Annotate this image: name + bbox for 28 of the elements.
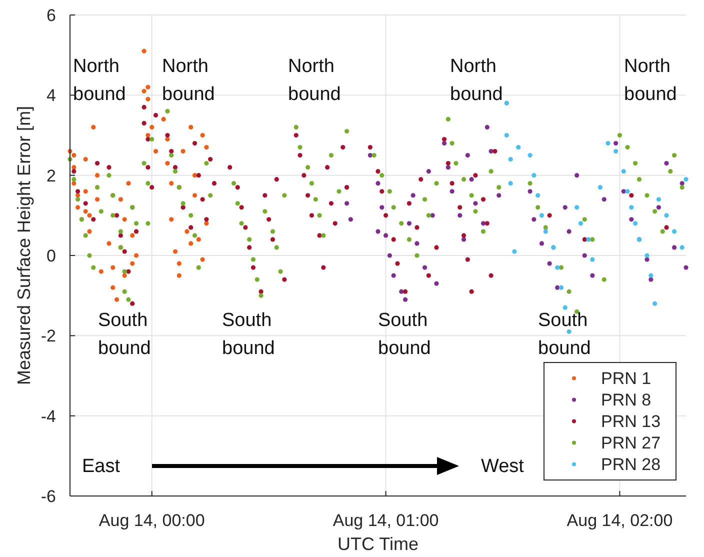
legend-label: PRN 27 bbox=[601, 434, 661, 453]
x-axis-title: UTC Time bbox=[338, 534, 418, 554]
annotation: South bound bbox=[538, 310, 591, 359]
legend-label: PRN 13 bbox=[601, 412, 661, 432]
y-tick-label: 6 bbox=[46, 6, 56, 25]
y-tick-label: -2 bbox=[40, 326, 56, 346]
annotation: East bbox=[82, 456, 121, 477]
y-tick-label: 0 bbox=[46, 246, 56, 266]
x-tick-label: Aug 14, 02:00 bbox=[566, 511, 673, 530]
annotation: North bound bbox=[162, 56, 215, 105]
annotation: West bbox=[481, 456, 525, 477]
annotation: North bound bbox=[288, 56, 341, 105]
legend-label: PRN 8 bbox=[601, 390, 652, 410]
x-tick-label: Aug 14, 00:00 bbox=[98, 511, 205, 530]
annotation: North bound bbox=[624, 56, 677, 105]
y-tick-label: -4 bbox=[40, 406, 56, 426]
y-axis-title: Measured Surface Height Error [m] bbox=[14, 106, 34, 386]
annotation: South bound bbox=[98, 310, 151, 359]
y-tick-label: 4 bbox=[46, 86, 56, 106]
annotation: South bound bbox=[222, 310, 275, 359]
y-tick-label: -6 bbox=[40, 486, 56, 506]
y-tick-label: 2 bbox=[46, 166, 56, 186]
legend-label: PRN 28 bbox=[601, 455, 661, 474]
annotation: North bound bbox=[450, 56, 503, 105]
annotation: South bound bbox=[378, 310, 431, 359]
legend-label: PRN 1 bbox=[601, 369, 652, 388]
x-tick-label: Aug 14, 01:00 bbox=[332, 511, 439, 530]
annotation: North bound bbox=[73, 56, 126, 105]
